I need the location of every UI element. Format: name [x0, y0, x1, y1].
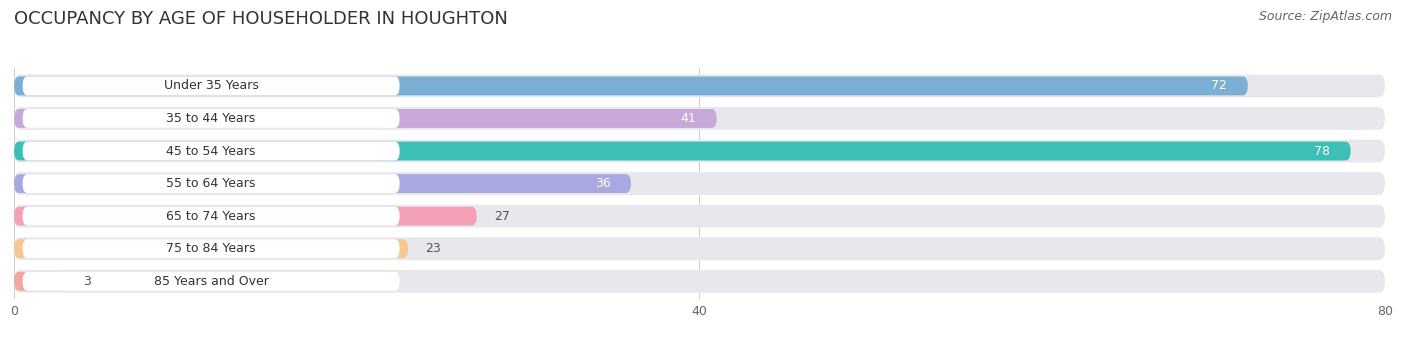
Text: 41: 41	[681, 112, 696, 125]
Text: 35 to 44 Years: 35 to 44 Years	[166, 112, 256, 125]
FancyBboxPatch shape	[22, 174, 399, 193]
FancyBboxPatch shape	[14, 74, 1385, 97]
FancyBboxPatch shape	[14, 109, 717, 128]
FancyBboxPatch shape	[22, 272, 399, 291]
Text: Under 35 Years: Under 35 Years	[163, 80, 259, 92]
Text: 45 to 54 Years: 45 to 54 Years	[166, 144, 256, 157]
Text: 75 to 84 Years: 75 to 84 Years	[166, 242, 256, 255]
Text: 78: 78	[1315, 144, 1330, 157]
FancyBboxPatch shape	[14, 237, 1385, 260]
Text: 3: 3	[83, 275, 90, 288]
FancyBboxPatch shape	[14, 239, 408, 258]
FancyBboxPatch shape	[14, 207, 477, 226]
Text: 36: 36	[595, 177, 610, 190]
Text: 23: 23	[425, 242, 441, 255]
Text: 85 Years and Over: 85 Years and Over	[153, 275, 269, 288]
Text: OCCUPANCY BY AGE OF HOUSEHOLDER IN HOUGHTON: OCCUPANCY BY AGE OF HOUSEHOLDER IN HOUGH…	[14, 10, 508, 28]
FancyBboxPatch shape	[22, 239, 399, 258]
FancyBboxPatch shape	[14, 272, 66, 291]
Text: Source: ZipAtlas.com: Source: ZipAtlas.com	[1258, 10, 1392, 23]
FancyBboxPatch shape	[22, 141, 399, 160]
FancyBboxPatch shape	[22, 76, 399, 95]
Text: 27: 27	[494, 210, 510, 223]
FancyBboxPatch shape	[14, 107, 1385, 130]
FancyBboxPatch shape	[14, 205, 1385, 227]
FancyBboxPatch shape	[14, 141, 1351, 160]
Text: 65 to 74 Years: 65 to 74 Years	[166, 210, 256, 223]
FancyBboxPatch shape	[14, 140, 1385, 163]
FancyBboxPatch shape	[22, 109, 399, 128]
FancyBboxPatch shape	[14, 174, 631, 193]
Text: 55 to 64 Years: 55 to 64 Years	[166, 177, 256, 190]
FancyBboxPatch shape	[14, 76, 1249, 95]
FancyBboxPatch shape	[14, 270, 1385, 293]
FancyBboxPatch shape	[22, 207, 399, 226]
Text: 72: 72	[1212, 80, 1227, 92]
FancyBboxPatch shape	[14, 172, 1385, 195]
